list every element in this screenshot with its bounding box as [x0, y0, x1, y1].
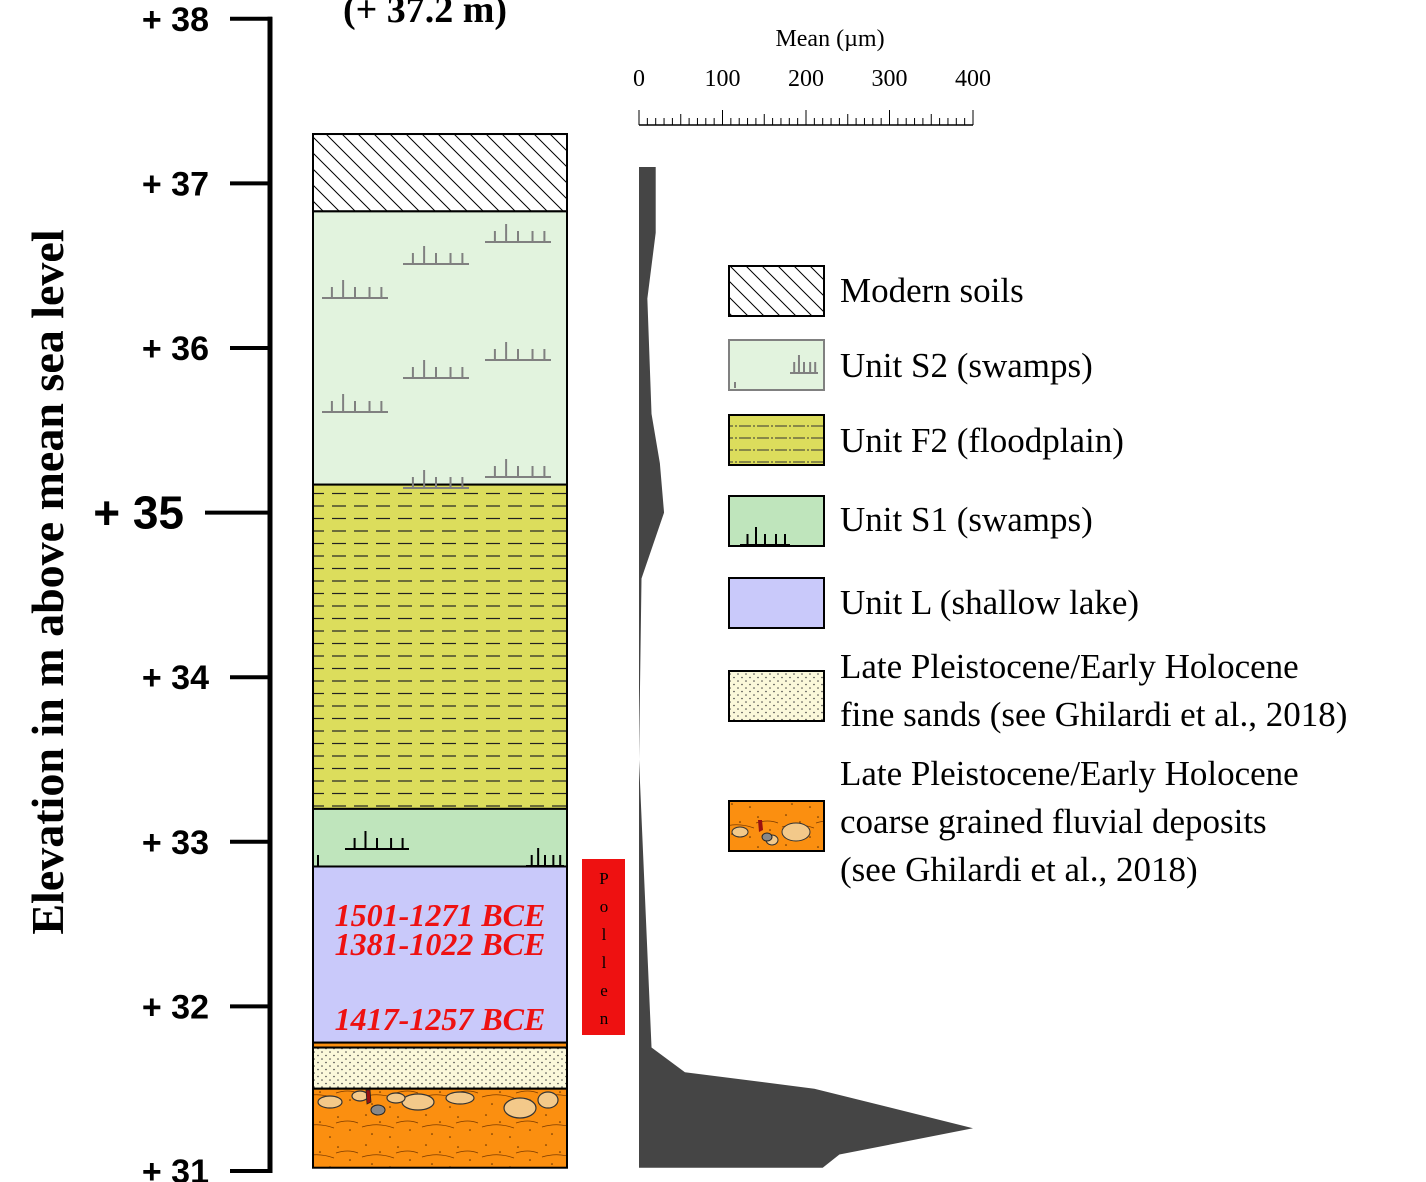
mean-axis-title: Mean (µm) [775, 26, 884, 52]
column-unit-unit-s1 [312, 807, 568, 868]
elevation-tick-label: + 34 [142, 659, 209, 697]
mean-scale-label: 0 [633, 66, 645, 92]
legend-pebble [761, 832, 773, 842]
pollen-letter: o [600, 897, 609, 916]
elevation-axis-label: Elevation in m above mean sea level [22, 229, 73, 934]
elevation-tick-label: + 37 [142, 165, 209, 203]
mean-scale-label: 400 [955, 66, 991, 92]
legend-label-fine-sands: Late Pleistocene/Early Holocene [840, 647, 1299, 686]
legend-label-coarse-fluvial: (see Ghilardi et al., 2018) [840, 850, 1198, 889]
legend-swatch-modern-soils-hatch [728, 265, 825, 317]
elevation-tick-label: + 38 [142, 1, 209, 39]
radiocarbon-date: 1417-1257 BCE [335, 1001, 546, 1037]
elevation-tick-label: + 35 [93, 487, 184, 539]
legend-pebble [781, 822, 811, 842]
legend-swatch-unit-l [728, 577, 825, 629]
radiocarbon-date: 1381-1022 BCE [335, 926, 546, 962]
modern-soils-hatch [312, 133, 568, 213]
legend-pebble [731, 826, 749, 838]
legend-swatch-unit-s2 [728, 339, 825, 391]
legend-label-unit-l: Unit L (shallow lake) [840, 583, 1139, 622]
mean-grain-size-area [639, 166, 973, 1168]
legend-swatch-fine-sands [728, 670, 825, 722]
pebble [351, 1090, 369, 1102]
elevation-tick-label: + 36 [142, 330, 209, 368]
pebble [370, 1104, 386, 1116]
elevation-tick-label: + 31 [142, 1153, 209, 1182]
core-elevation-label: (+ 37.2 m) [343, 0, 507, 31]
elevation-tick-label: + 32 [142, 988, 209, 1026]
pollen-letter: l [602, 953, 607, 972]
pollen-sample-bar [582, 859, 625, 1035]
pebble [317, 1095, 343, 1109]
mean-scale-label: 100 [705, 66, 741, 92]
mean-scale-label: 200 [788, 66, 824, 92]
pollen-letter: e [600, 981, 608, 1000]
legend-label-unit-s2: Unit S2 (swamps) [840, 346, 1093, 385]
pollen-letter: l [602, 925, 607, 944]
legend-label-fine-sands: fine sands (see Ghilardi et al., 2018) [840, 695, 1347, 734]
legend-label-modern-soils: Modern soils [840, 271, 1024, 310]
legend-label-unit-s1: Unit S1 (swamps) [840, 500, 1093, 539]
elevation-axis: + 38 + 37 + 36 + 35 + 34 + 33 + 32 + 31 [93, 1, 273, 1182]
pebble [537, 1091, 559, 1109]
pollen-letter: n [600, 1009, 609, 1028]
column-unit-fine-sands [312, 1046, 568, 1090]
pebble [386, 1092, 406, 1104]
pebble [365, 1089, 372, 1105]
mean-grain-size-profile: 0 100 200 300 400 [633, 66, 991, 1168]
legend: Modern soils Unit S2 (swamps) Unit F2 (flo… [728, 265, 1347, 889]
legend-label-coarse-fluvial: coarse grained fluvial deposits [840, 802, 1267, 841]
elevation-tick-label: + 33 [142, 824, 209, 862]
legend-pebble [758, 820, 763, 832]
column-unit-unit-s2 [312, 210, 568, 486]
legend-swatch-unit-f2 [728, 414, 825, 466]
pebble [401, 1093, 435, 1111]
mean-scale-label: 300 [872, 66, 908, 92]
pollen-letter: P [599, 869, 608, 888]
legend-label-unit-f2: Unit F2 (floodplain) [840, 421, 1124, 460]
pebble [503, 1097, 537, 1119]
pebble [445, 1091, 475, 1105]
column-unit-unit-f2 [312, 483, 568, 810]
legend-label-coarse-fluvial: Late Pleistocene/Early Holocene [840, 754, 1299, 793]
radiocarbon-date: 1501-1271 BCE [335, 897, 546, 933]
